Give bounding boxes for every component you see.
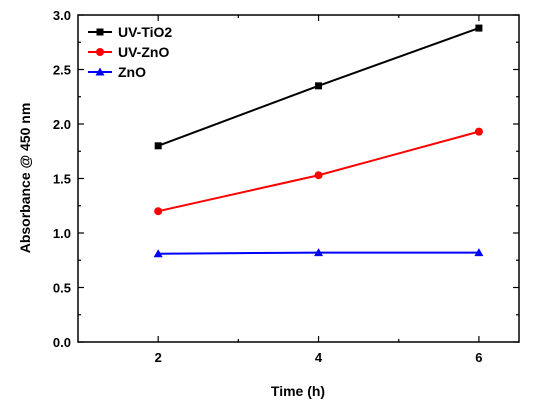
legend-marker xyxy=(95,67,105,76)
legend-label: UV-ZnO xyxy=(118,44,169,60)
y-tick-label: 3.0 xyxy=(53,8,71,23)
x-tick-label: 4 xyxy=(315,350,323,365)
legend-item: UV-TiO2 xyxy=(88,24,172,40)
legend-marker xyxy=(96,28,104,36)
data-point xyxy=(154,207,163,216)
data-point xyxy=(474,127,483,136)
data-point xyxy=(153,249,163,258)
series-layer xyxy=(153,24,484,258)
series-2 xyxy=(153,248,484,258)
y-tick-label: 1.0 xyxy=(53,226,71,241)
legend-item: ZnO xyxy=(88,64,146,80)
data-point xyxy=(314,171,323,180)
x-tick-label: 6 xyxy=(475,350,482,365)
y-tick-label: 2.5 xyxy=(53,63,71,78)
y-tick-label: 0.5 xyxy=(53,281,71,296)
legend-label: UV-TiO2 xyxy=(118,24,172,40)
x-axis-label: Time (h) xyxy=(271,383,325,399)
y-axis-label: Absorbance @ 450 nm xyxy=(17,103,33,254)
legend-item: UV-ZnO xyxy=(88,44,169,60)
series-0 xyxy=(154,24,483,150)
data-point xyxy=(474,248,484,257)
legend-marker xyxy=(96,48,104,56)
legend: UV-TiO2 UV-ZnO ZnO xyxy=(88,24,172,80)
axis-ticks: 0.0 0.5 1.0 1.5 2.0 2.5 3.0 2 4 6 xyxy=(53,8,519,365)
data-point xyxy=(314,248,324,257)
legend-label: ZnO xyxy=(118,64,146,80)
data-point xyxy=(475,24,483,32)
y-tick-label: 2.0 xyxy=(53,117,71,132)
y-tick-label: 0.0 xyxy=(53,335,71,350)
series-1 xyxy=(154,127,483,216)
data-point xyxy=(154,142,162,150)
x-tick-label: 2 xyxy=(155,350,162,365)
data-point xyxy=(315,82,323,90)
y-tick-label: 1.5 xyxy=(53,172,71,187)
